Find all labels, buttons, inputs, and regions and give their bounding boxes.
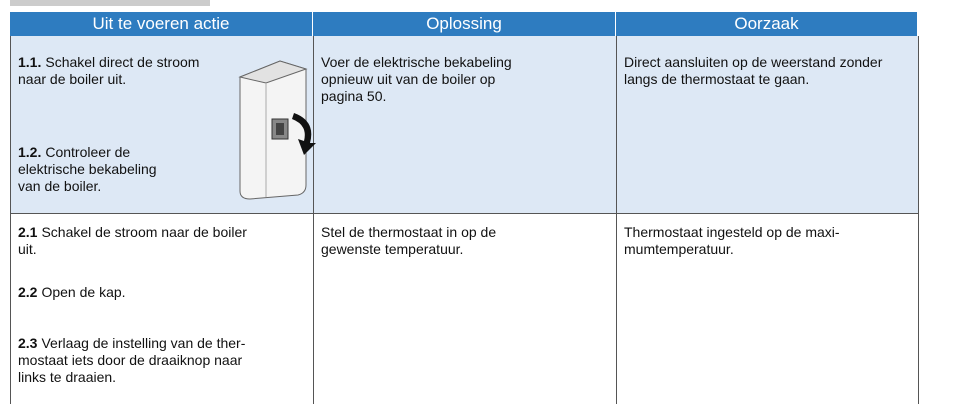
table-row (10, 36, 918, 214)
step-number: 2.2 (18, 284, 38, 300)
table-row (10, 214, 918, 404)
step-text: Schakel direct de stroom naar de boiler … (18, 54, 200, 87)
step-number: 1.1. (18, 54, 42, 70)
cell-text: Stel de thermostaat in op de gewenste te… (321, 224, 497, 257)
table-border (918, 36, 919, 404)
step: 2.2 Open de kap. (18, 284, 126, 301)
header-cell: Oplossing (313, 12, 616, 36)
step-text: Controleer de elektrische bekabeling van… (18, 144, 157, 194)
step-text: Open de kap. (41, 284, 126, 300)
step-text: Schakel de stroom naar de boiler uit. (18, 224, 247, 257)
step-text: Verlaag de instelling van de ther- mosta… (18, 335, 246, 385)
header-cell: Uit te voeren actie (10, 12, 313, 36)
step: 2.3 Verlaag de instelling van de ther- mo… (18, 335, 245, 386)
step-number: 2.1 (18, 224, 38, 240)
cell-text: Voer de elektrische bekabeling opnieuw u… (321, 54, 512, 104)
table-border (10, 36, 11, 404)
header-cell: Oorzaak (616, 12, 918, 36)
step-number: 1.2. (18, 144, 42, 160)
top-strip (10, 0, 210, 6)
column-divider (616, 36, 617, 404)
step: 1.2. Controleer de elektrische bekabeling… (18, 144, 157, 195)
cell-text: Direct aansluiten op de weerstand zonder… (624, 54, 883, 87)
step: 2.1 Schakel de stroom naar de boiler uit. (18, 224, 247, 258)
cell-text: Thermostaat ingesteld op de maxi- mumtem… (624, 224, 840, 257)
boiler-illustration (238, 60, 316, 200)
step: 1.1. Schakel direct de stroom naar de boi… (18, 54, 199, 88)
column-divider (313, 36, 314, 404)
step-number: 2.3 (18, 335, 38, 351)
